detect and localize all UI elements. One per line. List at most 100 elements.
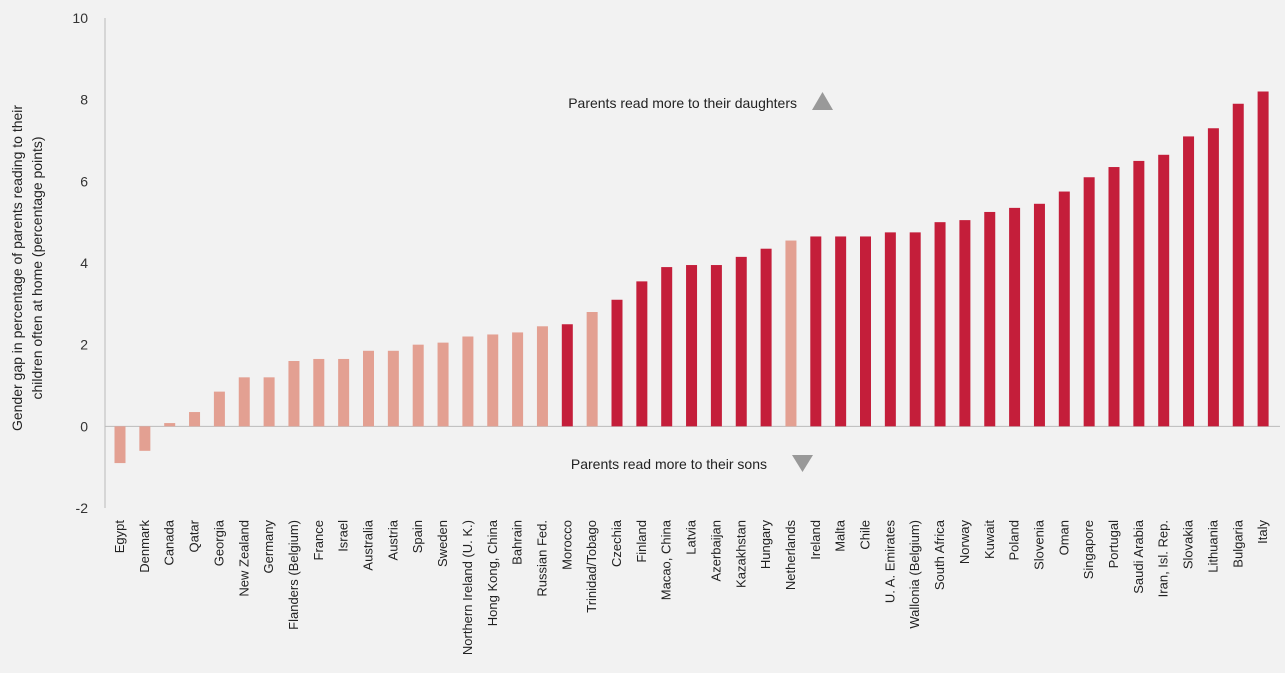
x-tick-label: Ireland xyxy=(808,520,823,560)
y-tick-label: 2 xyxy=(80,337,88,353)
bar xyxy=(661,267,673,427)
x-tick-label: Chile xyxy=(858,520,873,550)
bar xyxy=(735,256,747,427)
bar xyxy=(835,236,847,427)
bar xyxy=(611,299,623,427)
triangle-up-icon xyxy=(812,92,833,110)
bar xyxy=(412,344,424,427)
y-tick-label: -2 xyxy=(76,500,89,516)
x-tick-label: Kuwait xyxy=(982,520,997,559)
x-tick-label: Slovakia xyxy=(1181,519,1196,569)
x-tick-label: Israel xyxy=(336,520,351,552)
bar xyxy=(884,232,896,427)
x-tick-label: Denmark xyxy=(137,520,152,573)
bar xyxy=(487,334,499,427)
bar xyxy=(1083,177,1095,427)
x-tick-label: Malta xyxy=(833,519,848,552)
y-tick-label: 6 xyxy=(80,173,88,189)
x-tick-label: U. A. Emirates xyxy=(882,520,897,604)
x-tick-label: Norway xyxy=(957,520,972,565)
x-tick-label: Hungary xyxy=(758,520,773,570)
bar xyxy=(437,342,449,427)
x-tick-label: Germany xyxy=(261,520,276,574)
x-tick-label: Portugal xyxy=(1106,520,1121,569)
y-axis-label-line: children often at home (percentage point… xyxy=(29,136,45,399)
bar xyxy=(189,412,201,427)
y-tick-label: 0 xyxy=(80,418,88,434)
x-tick-label: Russian Fed. xyxy=(534,520,549,597)
x-tick-label: South Africa xyxy=(932,519,947,590)
annotations: Parents read more to their daughters Par… xyxy=(568,92,833,472)
x-axis-labels: Egypt Denmark Canada Qatar Georgia New Zealan… xyxy=(112,519,1270,655)
x-tick-label: Oman xyxy=(1056,520,1071,555)
bar xyxy=(338,358,350,427)
x-tick-label: Morocco xyxy=(559,520,574,570)
x-tick-label: Slovenia xyxy=(1031,519,1046,570)
bar xyxy=(1108,167,1120,427)
triangle-down-icon xyxy=(792,455,813,472)
bar xyxy=(387,350,399,427)
bar xyxy=(263,377,275,427)
x-tick-label: Czechia xyxy=(609,519,624,567)
bar xyxy=(686,265,698,427)
x-tick-label: Wallonia (Belgium) xyxy=(907,520,922,629)
x-tick-label: Latvia xyxy=(684,519,699,554)
y-axis-label-line: Gender gap in percentage of parents read… xyxy=(9,105,25,431)
bar xyxy=(363,350,374,427)
x-tick-label: Italy xyxy=(1255,520,1270,544)
bar xyxy=(1009,207,1021,427)
x-tick-label: Poland xyxy=(1007,520,1022,560)
x-tick-label: Netherlands xyxy=(783,520,798,591)
bar xyxy=(1133,160,1145,427)
bar xyxy=(114,426,126,464)
bar xyxy=(313,358,325,427)
bar xyxy=(288,361,300,427)
x-tick-label: Iran, Isl. Rep. xyxy=(1156,520,1171,597)
bar xyxy=(959,220,971,427)
x-tick-label: Azerbaijan xyxy=(708,520,723,581)
x-tick-label: Bulgaria xyxy=(1230,519,1245,567)
x-tick-label: Saudi Arabia xyxy=(1131,519,1146,593)
x-tick-label: Sweden xyxy=(435,520,450,567)
x-tick-label: Georgia xyxy=(211,519,226,566)
bar xyxy=(586,312,598,427)
y-axis-title: Gender gap in percentage of parents read… xyxy=(9,105,45,431)
bar xyxy=(164,423,176,427)
bar xyxy=(1033,203,1045,427)
bar xyxy=(810,236,822,427)
x-tick-label: Lithuania xyxy=(1205,519,1220,573)
bar xyxy=(934,222,946,427)
bar xyxy=(1158,154,1170,427)
y-tick-label: 4 xyxy=(80,255,88,271)
x-tick-label: Spain xyxy=(410,520,425,553)
bar xyxy=(1183,136,1195,427)
bar xyxy=(760,248,772,427)
bar xyxy=(536,326,548,427)
x-tick-label: Flanders (Belgium) xyxy=(286,520,301,630)
bar xyxy=(710,265,722,427)
x-tick-label: Bahrain xyxy=(510,520,525,565)
bar xyxy=(238,377,250,427)
bar xyxy=(462,336,474,427)
bar xyxy=(213,391,225,427)
x-tick-label: France xyxy=(311,520,326,560)
bars xyxy=(114,91,1269,464)
x-tick-label: Qatar xyxy=(187,519,202,552)
x-tick-label: Macao, China xyxy=(659,519,674,600)
bar xyxy=(636,281,648,427)
x-tick-label: Kazakhstan xyxy=(733,520,748,588)
bar xyxy=(860,236,871,427)
x-tick-label: Canada xyxy=(162,519,177,565)
y-tick-label: 10 xyxy=(72,10,88,26)
bar xyxy=(1207,128,1219,427)
x-tick-label: Egypt xyxy=(112,520,127,554)
bar xyxy=(785,240,797,427)
annotation-daughters: Parents read more to their daughters xyxy=(568,95,797,111)
bar xyxy=(561,324,573,427)
annotation-sons: Parents read more to their sons xyxy=(571,456,767,472)
x-tick-label: Singapore xyxy=(1081,520,1096,579)
bar xyxy=(512,332,524,427)
x-tick-label: Australia xyxy=(361,519,376,570)
bar xyxy=(909,232,921,427)
bar xyxy=(1232,103,1244,427)
